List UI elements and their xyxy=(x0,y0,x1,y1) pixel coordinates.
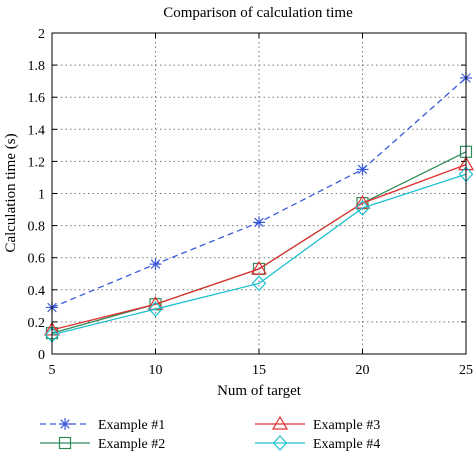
y-tick-label: 1.6 xyxy=(28,91,46,106)
y-tick-label: 1.8 xyxy=(28,59,46,74)
legend-label: Example #2 xyxy=(98,437,165,452)
y-tick-label: 0.8 xyxy=(28,220,46,235)
y-tick-label: 0.2 xyxy=(28,316,46,331)
data-point xyxy=(356,163,369,176)
legend-item: Example #1 xyxy=(40,418,165,433)
legend-marker xyxy=(272,435,288,451)
legend-label: Example #3 xyxy=(313,418,380,433)
chart-title: Comparison of calculation time xyxy=(163,5,353,21)
legend-label: Example #1 xyxy=(98,418,165,433)
y-tick-label: 1.4 xyxy=(28,123,46,138)
grid-lines xyxy=(52,33,466,354)
legend-item: Example #2 xyxy=(40,436,165,452)
x-tick-label: 10 xyxy=(149,363,163,378)
y-tick-label: 0.6 xyxy=(28,252,46,267)
data-point xyxy=(355,200,370,216)
x-tick-label: 20 xyxy=(356,363,370,378)
data-point xyxy=(250,260,268,275)
data-point xyxy=(253,216,265,229)
y-tick-label: 2 xyxy=(38,27,45,42)
x-tick-label: 25 xyxy=(459,363,473,378)
axis-ticks: 5 10 15 20 25 0 0.2 0.4 0.6 0.8 1 1.2 1.4 1.6 1.8 2 xyxy=(28,27,474,378)
data-point xyxy=(149,258,162,271)
y-axis-label: Calculation time (s) xyxy=(3,133,19,252)
legend: Example #1 Example #2 Example #3 Example #4 xyxy=(40,415,380,452)
data-point xyxy=(251,275,267,292)
x-axis-label: Num of target xyxy=(217,383,302,399)
y-tick-label: 1.2 xyxy=(28,155,46,170)
y-tick-label: 1 xyxy=(38,188,45,203)
x-tick-label: 15 xyxy=(252,363,266,378)
x-tick-label: 5 xyxy=(49,363,56,378)
legend-item: Example #4 xyxy=(255,435,380,452)
legend-marker xyxy=(271,415,289,430)
y-tick-label: 0.4 xyxy=(28,284,46,299)
legend-item: Example #3 xyxy=(255,415,380,433)
legend-label: Example #4 xyxy=(313,437,380,452)
series-line xyxy=(51,164,467,331)
series-2 xyxy=(45,145,473,340)
data-point xyxy=(148,301,163,317)
legend-marker xyxy=(58,436,72,450)
legend-marker xyxy=(59,418,71,430)
series-line xyxy=(51,173,467,336)
series-layer xyxy=(43,71,474,343)
y-tick-label: 0 xyxy=(38,348,45,363)
series-line xyxy=(51,77,467,309)
series-line xyxy=(51,151,467,334)
